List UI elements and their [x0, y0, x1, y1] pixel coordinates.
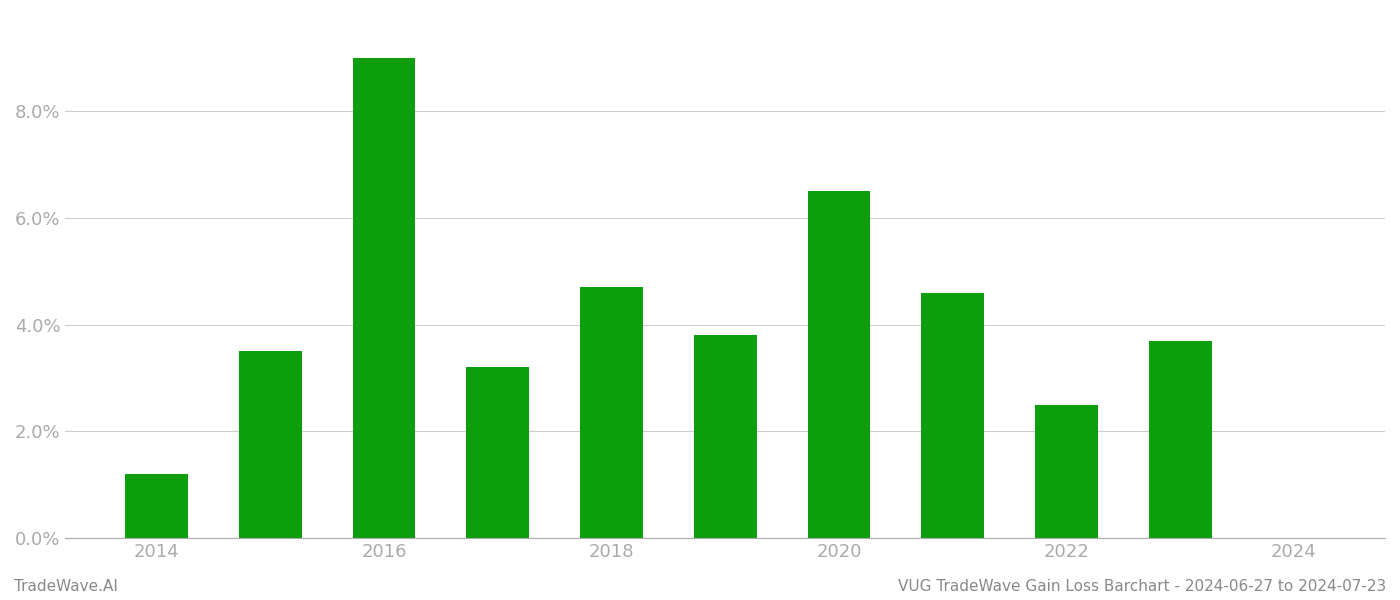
Bar	[125, 474, 188, 538]
Bar	[808, 191, 871, 538]
Bar	[353, 58, 416, 538]
Bar	[1149, 341, 1211, 538]
Bar	[921, 293, 984, 538]
Bar	[1035, 404, 1098, 538]
Text: VUG TradeWave Gain Loss Barchart - 2024-06-27 to 2024-07-23: VUG TradeWave Gain Loss Barchart - 2024-…	[897, 579, 1386, 594]
Bar	[239, 352, 301, 538]
Bar	[580, 287, 643, 538]
Bar	[694, 335, 756, 538]
Text: TradeWave.AI: TradeWave.AI	[14, 579, 118, 594]
Bar	[466, 367, 529, 538]
